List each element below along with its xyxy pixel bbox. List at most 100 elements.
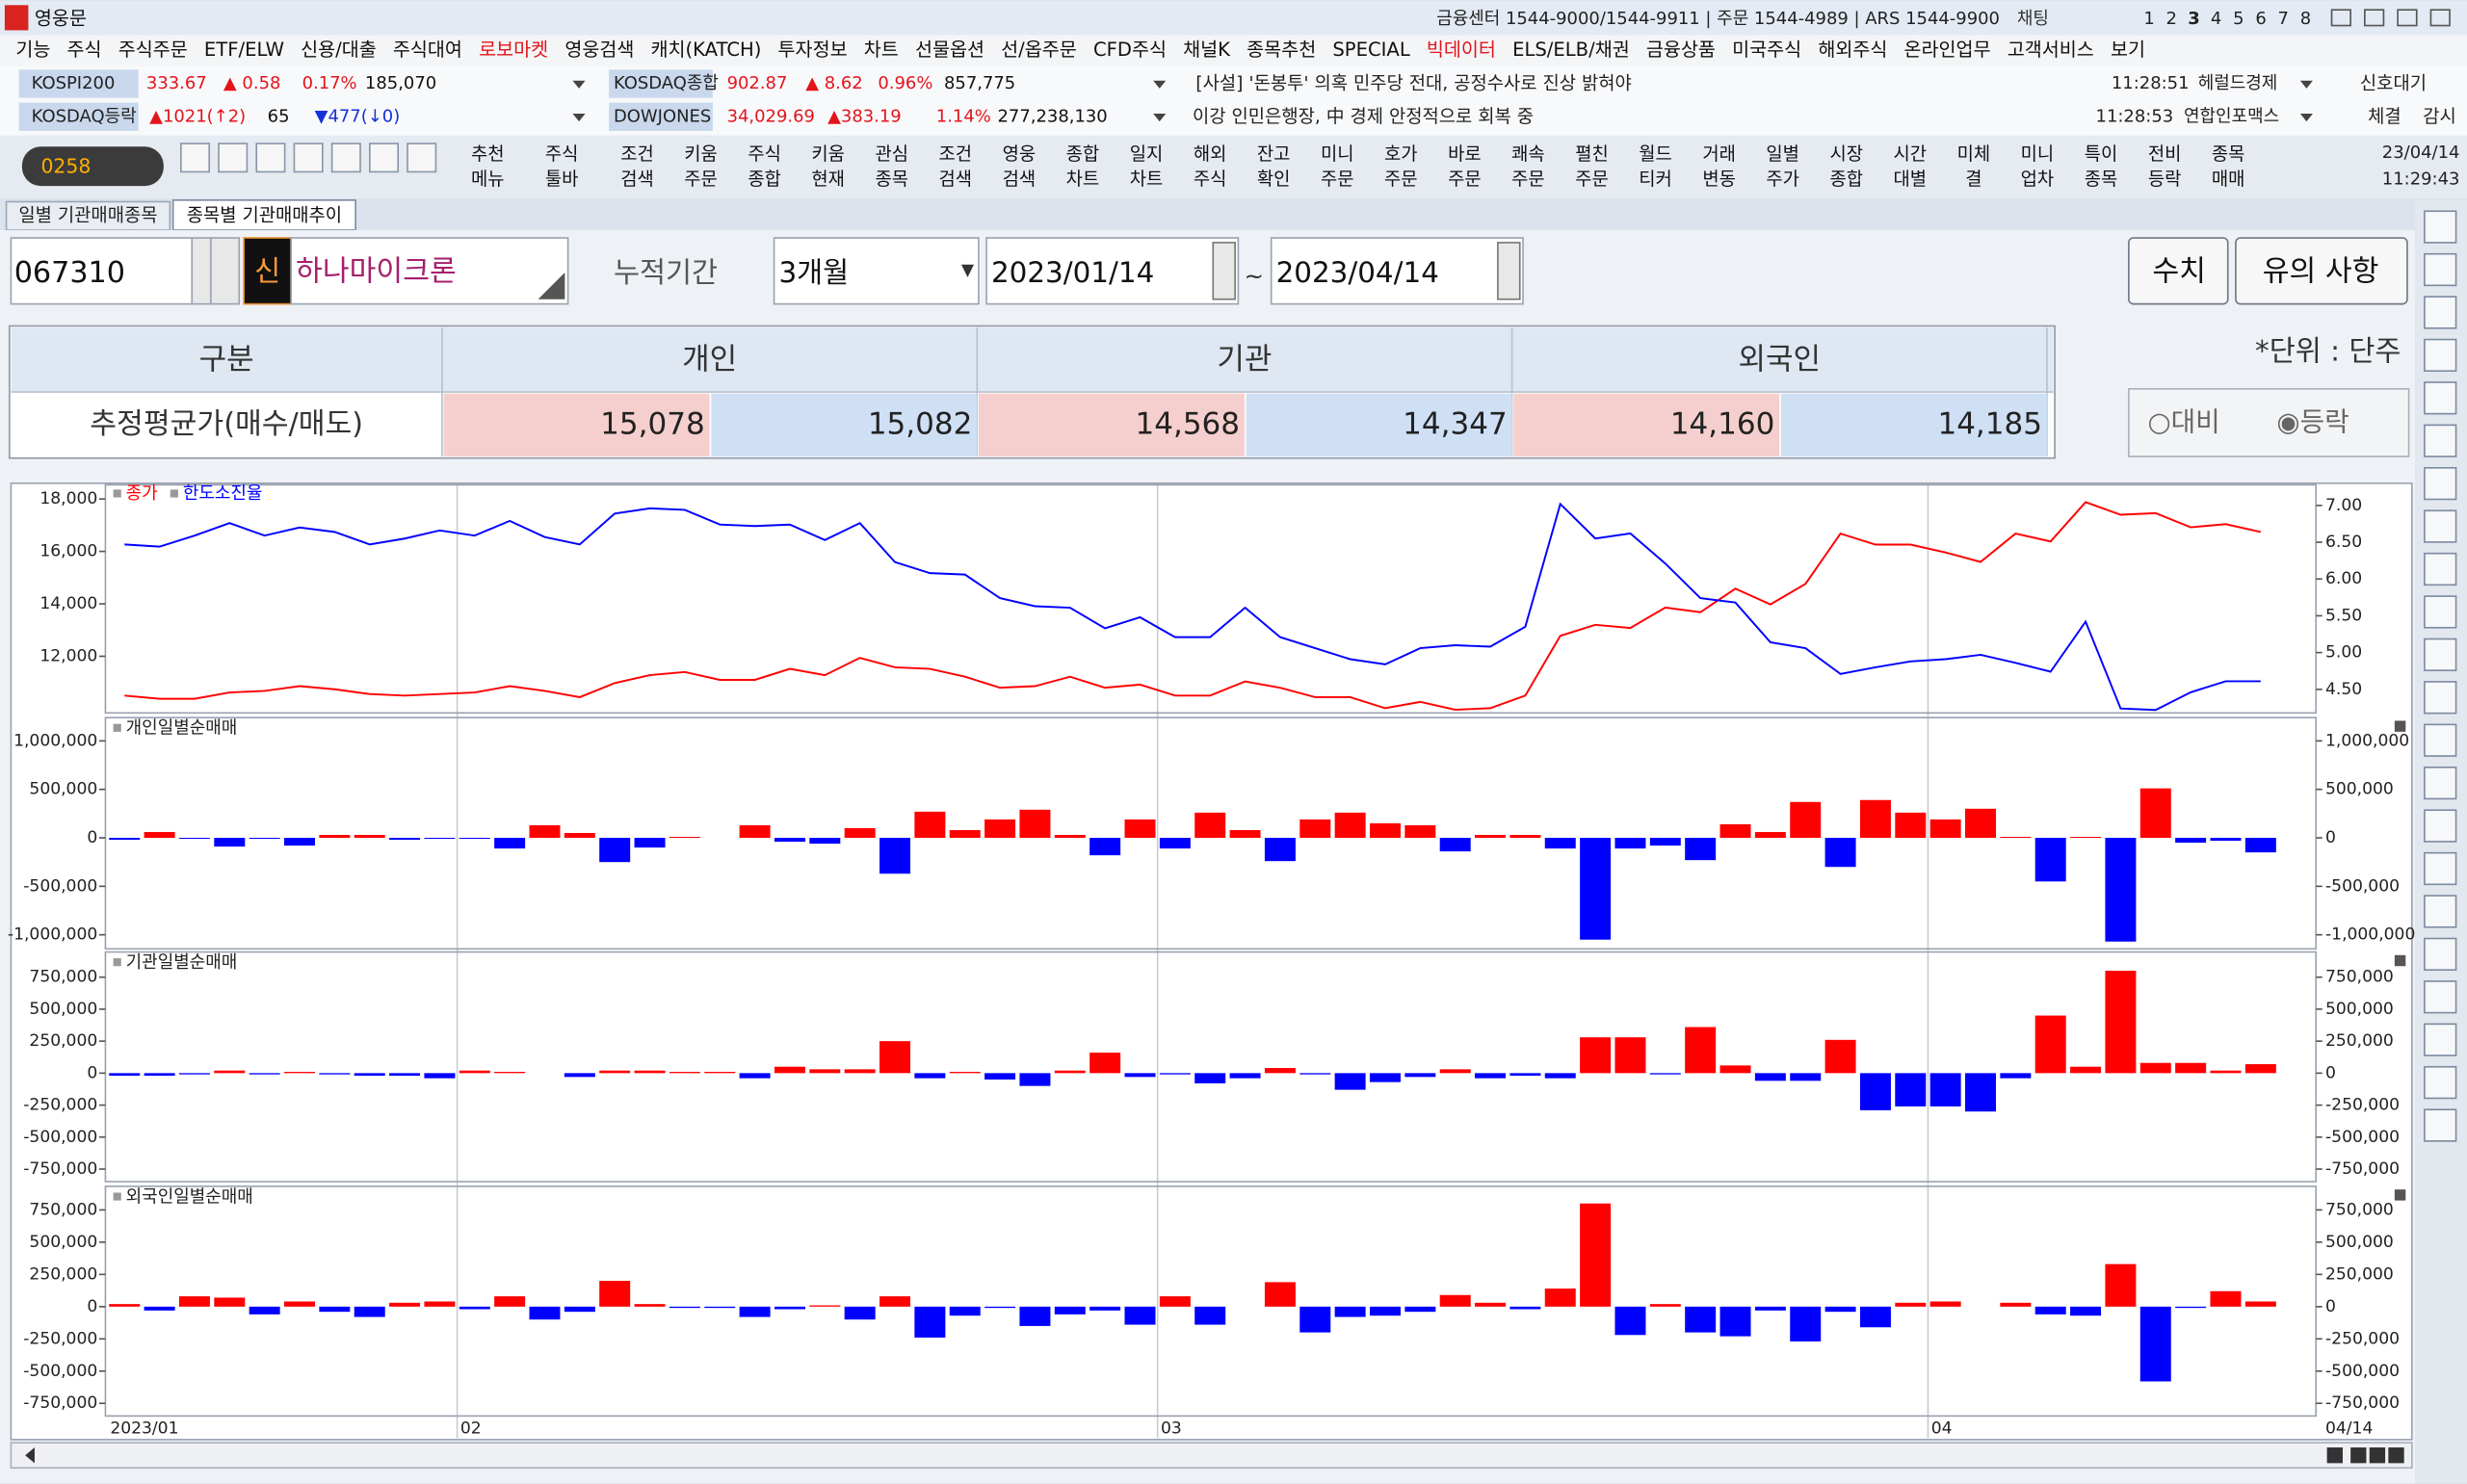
radio-option[interactable]: ○대비 <box>2147 406 2219 438</box>
screen-tab[interactable]: 4 <box>2211 9 2221 29</box>
scrollbar[interactable] <box>10 1442 2413 1470</box>
toolbar-button[interactable]: 주문 <box>1511 169 1545 190</box>
signal-status[interactable]: 신호대기 <box>2360 72 2427 93</box>
dropdown-arrow[interactable] <box>2299 80 2313 89</box>
menu-item[interactable]: 빅데이터 <box>1427 39 1496 61</box>
toolbar-button[interactable]: 종합 <box>1829 169 1863 190</box>
values-button-label[interactable]: 수치 <box>2152 254 2206 288</box>
menu-item[interactable]: 주식대여 <box>393 39 462 61</box>
screen-tab[interactable]: 7 <box>2278 9 2289 29</box>
window-control[interactable] <box>2397 9 2418 27</box>
side-tool[interactable] <box>2424 895 2457 928</box>
menu-item[interactable]: 차트 <box>864 39 899 61</box>
tool-icons[interactable] <box>180 143 437 173</box>
side-tool[interactable] <box>2424 424 2457 457</box>
toolbar-button[interactable]: 주문 <box>1448 169 1482 190</box>
toolbar-button[interactable]: 특이 <box>2085 143 2118 165</box>
side-tool[interactable] <box>2424 766 2457 800</box>
scroll-left[interactable] <box>25 1447 35 1464</box>
dropdown-arrow[interactable] <box>572 114 586 122</box>
notes-button-label[interactable]: 유의 사항 <box>2263 254 2379 288</box>
toolbar-button[interactable]: 주식 <box>1194 169 1227 190</box>
side-tool[interactable] <box>2424 851 2457 886</box>
menu-item[interactable]: 투자정보 <box>778 39 848 61</box>
dropdown-arrow[interactable] <box>572 80 586 89</box>
screen-tab[interactable]: 8 <box>2300 9 2311 29</box>
toolbar-button[interactable]: 차트 <box>1130 169 1164 190</box>
dropdown-arrow[interactable] <box>2299 114 2313 122</box>
notes-button[interactable] <box>2235 237 2408 305</box>
menu-item[interactable]: ELS/ELB/채권 <box>1512 39 1630 61</box>
toolbar-button[interactable]: 거래 <box>1702 143 1736 165</box>
side-tool[interactable] <box>2424 296 2457 329</box>
toolbar-button[interactable]: 일별 <box>1766 143 1799 165</box>
scroll-control[interactable] <box>2326 1447 2343 1464</box>
window-control[interactable] <box>2429 9 2451 27</box>
screen-tab[interactable]: 5 <box>2233 9 2244 29</box>
toolbar-button[interactable]: 종목 <box>875 169 908 190</box>
news-headline[interactable]: [사설] '돈봉투' 의혹 민주당 전대, 공정수사로 진상 밝혀야 <box>1195 72 1632 93</box>
fill-status[interactable]: 체결 <box>2368 106 2401 127</box>
side-tool[interactable] <box>2424 809 2457 843</box>
side-tool[interactable] <box>2424 638 2457 672</box>
panel-control[interactable] <box>2394 954 2406 967</box>
menu-item[interactable]: 미국주식 <box>1732 39 1801 61</box>
toolbar-button[interactable]: 조건 <box>620 143 654 165</box>
panel-control[interactable] <box>2394 1189 2406 1201</box>
menu-item[interactable]: 기능 <box>15 39 50 61</box>
screen-tab[interactable]: 6 <box>2255 9 2266 29</box>
toolbar-button[interactable]: 검색 <box>1003 169 1037 190</box>
toolbar-button[interactable]: 해외 <box>1194 143 1227 165</box>
menu-item[interactable]: 해외주식 <box>1818 39 1887 61</box>
toolbar-button[interactable]: 매매 <box>2212 169 2245 190</box>
menu-item[interactable]: 선물옵션 <box>915 39 984 61</box>
toolbar-button[interactable]: 미체 <box>1957 143 1991 165</box>
side-tool[interactable] <box>2424 1108 2457 1142</box>
toolbar-button[interactable]: 툴바 <box>545 169 579 190</box>
menu-item[interactable]: 주식주문 <box>118 39 188 61</box>
menu-item[interactable]: 금융상품 <box>1646 39 1716 61</box>
screen-tab[interactable]: 3 <box>2188 9 2200 29</box>
toolbar-button[interactable]: 주식 <box>545 143 579 165</box>
toolbar-button[interactable]: 티커 <box>1639 169 1672 190</box>
toolbar-button[interactable]: 키움 <box>684 143 718 165</box>
side-tool[interactable] <box>2424 1023 2457 1056</box>
toolbar-button[interactable]: 종목 <box>2212 144 2245 165</box>
screen-tab[interactable]: 2 <box>2166 9 2177 29</box>
scroll-control[interactable] <box>2388 1447 2404 1464</box>
side-tool[interactable] <box>2424 381 2457 415</box>
calendar-button[interactable] <box>1497 242 1521 300</box>
menu-item[interactable]: 고객서비스 <box>2008 39 2094 61</box>
menu-item[interactable]: 로보마켓 <box>479 39 548 61</box>
toolbar-button[interactable]: 메뉴 <box>471 169 505 190</box>
side-tool[interactable] <box>2424 595 2457 629</box>
menu-item[interactable]: 영웅검색 <box>564 39 634 61</box>
side-tool[interactable] <box>2424 937 2457 971</box>
chat-button[interactable]: 채팅 <box>2017 9 2049 29</box>
tab-label[interactable]: 일별 기관매매종목 <box>18 205 157 226</box>
menu-item[interactable]: 채널K <box>1183 39 1231 61</box>
side-tool[interactable] <box>2424 723 2457 757</box>
menu-item[interactable]: 선/옵주문 <box>1001 39 1077 61</box>
toolbar-button[interactable]: 검색 <box>939 169 973 190</box>
watch-status[interactable]: 감시 <box>2423 106 2456 127</box>
toolbar-button[interactable]: 종합 <box>1066 143 1100 165</box>
toolbar-button[interactable]: 추천 <box>471 143 505 165</box>
toolbar-button[interactable]: 펼친 <box>1575 143 1609 165</box>
period-combo[interactable] <box>773 237 980 305</box>
toolbar-button[interactable]: 현재 <box>811 169 845 190</box>
toolbar-button[interactable]: 잔고 <box>1257 143 1291 165</box>
side-tool[interactable] <box>2424 252 2457 287</box>
toolbar-button[interactable]: 키움 <box>811 143 845 165</box>
dropdown-arrow[interactable] <box>1153 114 1167 122</box>
toolbar-button[interactable]: 주문 <box>1321 169 1354 190</box>
toolbar-button[interactable]: 호가 <box>1384 143 1418 165</box>
toolbar-button[interactable]: 주가 <box>1766 169 1799 190</box>
toolbar-button[interactable]: 조건 <box>939 143 973 165</box>
screen-number-box[interactable] <box>21 146 164 187</box>
menu-item[interactable]: 신용/대출 <box>301 39 377 61</box>
menu-item[interactable]: ETF/ELW <box>204 39 284 61</box>
toolbar-button[interactable]: 쾌속 <box>1511 143 1545 165</box>
side-tool[interactable] <box>2424 338 2457 373</box>
screen-tab[interactable]: 1 <box>2143 9 2154 29</box>
